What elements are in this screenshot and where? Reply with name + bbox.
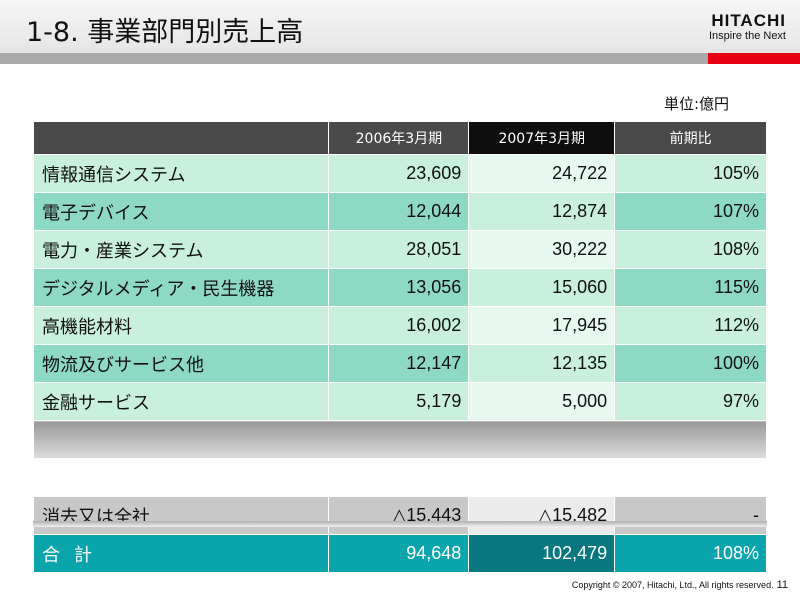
yoy-ratio: 107% (614, 192, 767, 231)
unit-label: 単位:億円 (664, 95, 730, 113)
fy2006-value: 13,056 (328, 268, 470, 307)
segment-name: 物流及びサービス他 (32, 344, 330, 383)
segment-name: デジタルメディア・民生機器 (32, 268, 330, 307)
section-shadow (33, 420, 767, 459)
copyright-text: Copyright © 2007, Hitachi, Ltd., All rig… (571, 580, 774, 590)
fy2007-value: 12,135 (468, 344, 616, 383)
sales-by-segment-table: 2006年3月期 2007年3月期 前期比 情報通信システム 23,609 24… (32, 121, 767, 573)
table-row: 電子デバイス 12,044 12,874 107% (32, 192, 767, 231)
fy2007-value: 15,060 (468, 268, 616, 307)
fy2006-value: 12,044 (328, 192, 470, 231)
fy2006-value: 16,002 (328, 306, 470, 345)
segment-name: 電子デバイス (32, 192, 330, 231)
section-gap (33, 458, 767, 497)
yoy-total-ratio: 108% (614, 534, 767, 573)
yoy-ratio: 115% (614, 268, 767, 307)
total-label: 合計 (32, 534, 330, 573)
header-blank-cell (32, 121, 330, 155)
table-row: 物流及びサービス他 12,147 12,135 100% (32, 344, 767, 383)
fy2007-value: 5,000 (468, 382, 616, 421)
table-row: 情報通信システム 23,609 24,722 105% (32, 154, 767, 193)
slide-footer: Copyright © 2007, Hitachi, Ltd., All rig… (572, 579, 788, 591)
table-row: 金融サービス 5,179 5,000 97% (32, 382, 767, 421)
header-red-bar (708, 53, 800, 64)
yoy-ratio: - (614, 496, 767, 535)
logo-wordmark: HITACHI (711, 11, 786, 30)
yoy-ratio: 105% (614, 154, 767, 193)
logo-tagline: Inspire the Next (708, 30, 786, 42)
fy2006-total: 94,648 (328, 534, 470, 573)
segment-name: 情報通信システム (32, 154, 330, 193)
segment-name: 高機能材料 (32, 306, 330, 345)
fy2007-value: 24,722 (468, 154, 616, 193)
slide-header: 1-8. 事業部門別売上高 HITACHI Inspire the Next (0, 0, 800, 60)
fy2007-total: 102,479 (468, 534, 616, 573)
fy2006-value: △15,443 (328, 496, 470, 535)
segment-name: 金融サービス (32, 382, 330, 421)
total-row: 合計 94,648 102,479 108% (32, 534, 767, 573)
table-row: デジタルメディア・民生機器 13,056 15,060 115% (32, 268, 767, 307)
fy2007-value: 30,222 (468, 230, 616, 269)
table-row: 電力・産業システム 28,051 30,222 108% (32, 230, 767, 269)
elimination-row: 消去又は全社 △15,443 △15,482 - (32, 496, 767, 535)
fy2006-value: 5,179 (328, 382, 470, 421)
segment-name: 消去又は全社 (32, 496, 330, 535)
hitachi-logo: HITACHI Inspire the Next (709, 12, 786, 43)
yoy-ratio: 112% (614, 306, 767, 345)
header-fy2006: 2006年3月期 (328, 121, 470, 155)
page-number: 11 (776, 579, 788, 591)
slide-title: 1-8. 事業部門別売上高 (26, 17, 304, 48)
yoy-ratio: 108% (614, 230, 767, 269)
fy2006-value: 12,147 (328, 344, 470, 383)
fy2007-value: 17,945 (468, 306, 616, 345)
header-gray-bar (0, 53, 708, 64)
header-fy2007: 2007年3月期 (468, 121, 616, 155)
fy2006-value: 23,609 (328, 154, 470, 193)
table-row: 高機能材料 16,002 17,945 112% (32, 306, 767, 345)
fy2007-value: △15,482 (468, 496, 616, 535)
fy2006-value: 28,051 (328, 230, 470, 269)
yoy-ratio: 97% (614, 382, 767, 421)
segment-name: 電力・産業システム (32, 230, 330, 269)
table-bottom-shadow (33, 521, 767, 527)
yoy-ratio: 100% (614, 344, 767, 383)
header-yoy-ratio: 前期比 (614, 121, 767, 155)
table-header-row: 2006年3月期 2007年3月期 前期比 (32, 121, 767, 155)
fy2007-value: 12,874 (468, 192, 616, 231)
